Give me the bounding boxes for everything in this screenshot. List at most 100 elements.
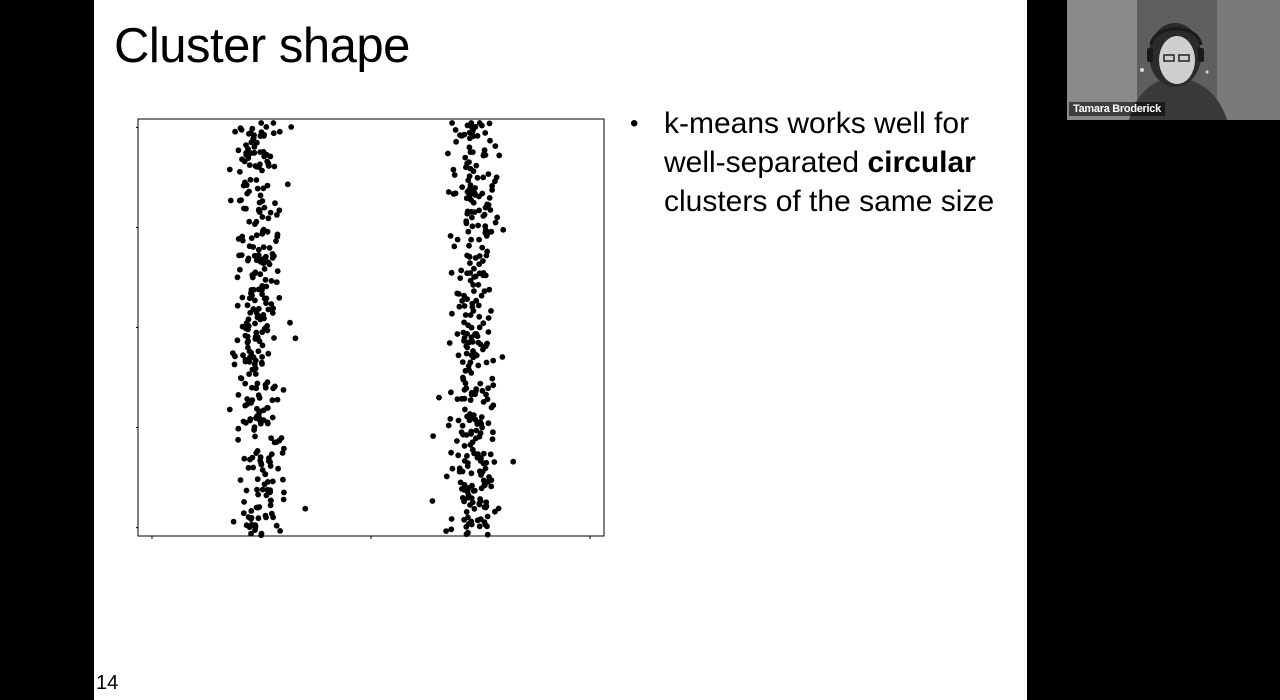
data-point: [455, 352, 462, 359]
data-point: [467, 270, 474, 276]
data-point: [485, 315, 492, 321]
data-point: [471, 288, 477, 294]
data-point: [231, 361, 238, 368]
data-point: [447, 233, 454, 239]
data-point: [241, 499, 247, 505]
data-point: [268, 301, 275, 307]
data-point: [259, 329, 265, 336]
data-point: [459, 495, 466, 501]
data-point: [443, 473, 450, 480]
data-point: [472, 123, 479, 130]
data-point: [461, 319, 467, 326]
data-point: [459, 422, 466, 429]
data-point: [473, 297, 480, 304]
data-point: [464, 210, 471, 217]
data-point: [471, 209, 478, 215]
data-point: [465, 228, 472, 235]
data-point: [476, 193, 482, 200]
data-point: [252, 433, 258, 440]
data-point: [246, 371, 252, 377]
data-point: [459, 359, 466, 365]
data-point: [475, 362, 482, 369]
data-point: [443, 528, 449, 534]
data-point: [462, 367, 469, 374]
data-point: [252, 320, 258, 327]
data-point: [476, 324, 483, 331]
data-point: [270, 385, 277, 392]
data-point: [480, 450, 487, 457]
data-point: [284, 181, 291, 188]
data-point: [238, 375, 245, 382]
data-point: [287, 319, 293, 326]
data-point: [447, 416, 454, 422]
data-point: [274, 268, 281, 274]
data-point: [253, 504, 260, 511]
data-point: [457, 479, 464, 486]
data-point: [490, 357, 497, 364]
data-point: [274, 212, 280, 218]
data-point: [248, 235, 255, 241]
data-point: [461, 487, 468, 493]
data-point: [244, 339, 251, 346]
data-point: [270, 130, 277, 137]
data-point: [267, 459, 273, 465]
data-point: [487, 451, 494, 458]
data-point: [458, 267, 465, 274]
data-point: [246, 243, 253, 250]
data-point: [471, 265, 477, 272]
data-point: [260, 312, 267, 318]
data-point: [257, 149, 264, 155]
data-point: [485, 202, 492, 208]
data-point: [463, 531, 470, 538]
data-point: [461, 443, 468, 449]
data-point: [245, 344, 251, 351]
data-point: [244, 190, 251, 197]
data-point: [256, 206, 262, 213]
data-point: [245, 464, 252, 471]
data-point: [484, 248, 491, 255]
data-point: [490, 382, 497, 389]
data-point: [482, 152, 489, 158]
data-point: [460, 376, 467, 383]
data-point: [474, 174, 481, 181]
data-point: [258, 532, 265, 539]
data-point: [476, 120, 483, 126]
data-point: [245, 326, 251, 333]
data-point: [239, 294, 246, 301]
data-point: [245, 316, 252, 323]
data-point: [280, 387, 287, 393]
data-point: [476, 236, 482, 243]
data-point: [302, 505, 309, 512]
data-point: [254, 448, 261, 454]
data-point: [489, 375, 496, 382]
data-point: [264, 182, 271, 189]
data-point: [253, 139, 260, 146]
data-point: [472, 391, 478, 398]
data-point: [463, 385, 470, 392]
data-point: [235, 147, 242, 154]
data-point: [274, 396, 281, 403]
participant-video-tile[interactable]: Tamara Broderick: [1067, 0, 1280, 120]
data-point: [244, 396, 251, 402]
data-point: [246, 357, 252, 363]
data-points: [226, 120, 517, 539]
data-point: [445, 189, 452, 195]
slide: Cluster shape • k-means works well for we…: [94, 0, 1027, 700]
data-point: [482, 130, 489, 136]
data-point: [468, 370, 475, 376]
data-point: [260, 185, 267, 192]
data-point: [230, 518, 237, 525]
data-point: [254, 380, 261, 387]
data-point: [464, 453, 470, 459]
data-point: [466, 129, 473, 136]
data-point: [273, 279, 280, 286]
data-point: [455, 291, 462, 297]
data-point: [255, 305, 262, 312]
data-point: [488, 228, 495, 235]
data-point: [476, 523, 483, 530]
data-point: [477, 496, 483, 502]
data-point: [264, 323, 270, 329]
data-point: [472, 255, 479, 261]
data-point: [491, 459, 498, 465]
data-point: [260, 244, 267, 250]
